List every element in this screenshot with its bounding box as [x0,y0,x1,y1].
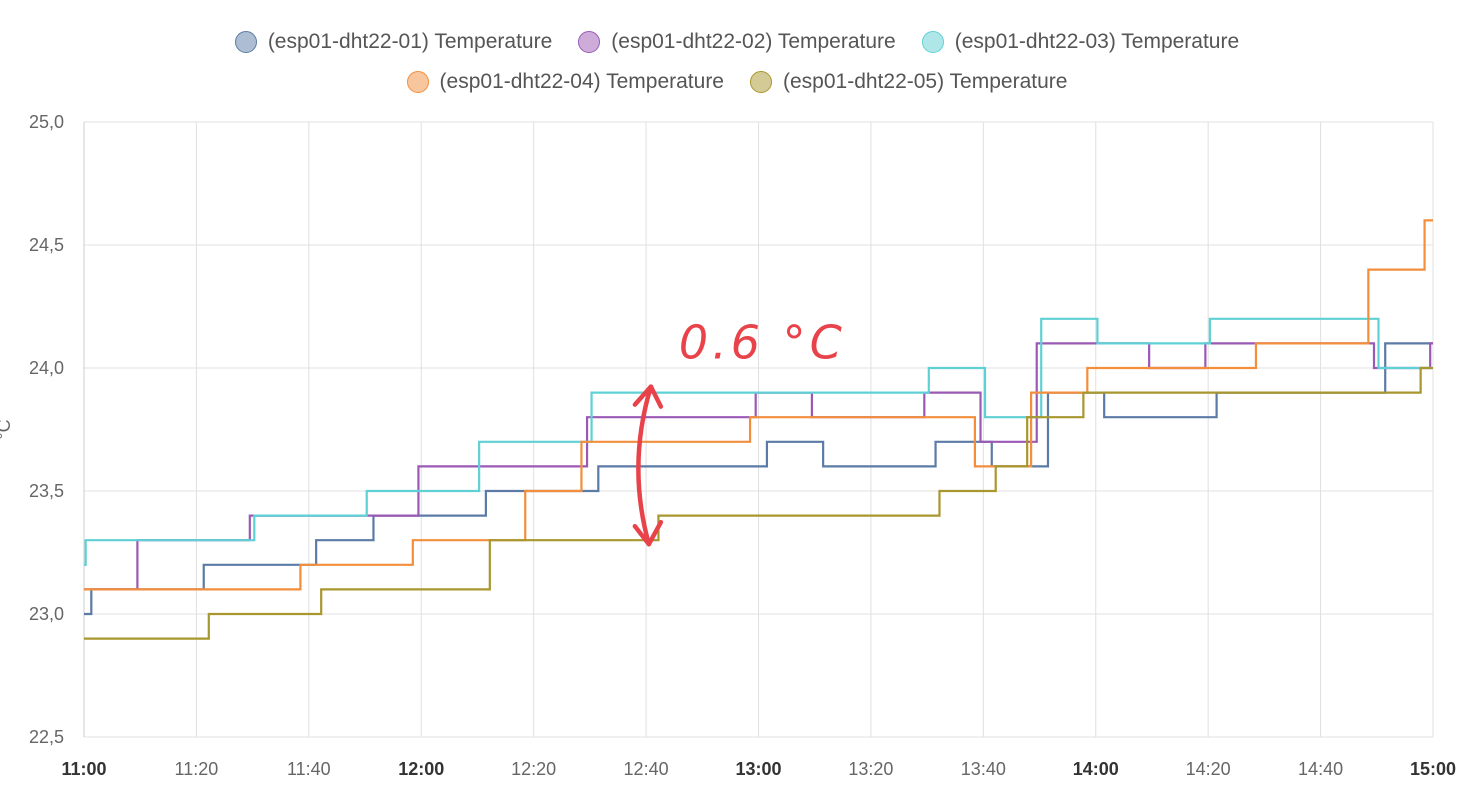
legend-row-2: (esp01-dht22-04) Temperature (esp01-dht2… [0,62,1474,102]
series-line-03 [84,317,1433,566]
y-tick-label: 23,5 [29,481,64,501]
x-tick-label: 13:00 [735,759,781,779]
x-tick-label: 14:20 [1186,759,1231,779]
annotation-arrowhead-up [632,384,664,409]
x-tick-label: 12:00 [398,759,444,779]
x-tick-label: 11:20 [175,759,219,779]
legend-item-03[interactable]: (esp01-dht22-03) Temperature [921,30,1240,54]
legend-swatch-02 [578,31,601,53]
y-tick-label: 24,5 [29,235,64,255]
legend-swatch-05 [750,71,772,93]
x-tick-label: 15:00 [1410,759,1456,779]
x-tick-label: 12:20 [511,759,556,779]
x-tick-label: 12:40 [624,759,669,779]
x-tick-label: 13:40 [961,759,1006,779]
y-tick-label: 22,5 [29,727,64,747]
x-tick-label: 13:20 [848,759,893,779]
legend-label-03: (esp01-dht22-03) Temperature [954,30,1240,53]
legend-swatch-04 [406,71,429,93]
x-tick-label: 14:00 [1073,759,1119,779]
legend-label-05: (esp01-dht22-05) Temperature [783,70,1068,93]
y-tick-label: 25,0 [29,112,64,132]
y-tick-label: 23,0 [29,604,64,624]
legend-swatch-01 [234,31,257,53]
legend-swatch-03 [921,31,944,53]
annotation-arrow-shaft [636,384,654,547]
x-tick-label: 11:40 [287,759,331,779]
legend-label-04: (esp01-dht22-04) Temperature [439,70,724,93]
legend-item-01[interactable]: (esp01-dht22-01) Temperature [234,30,553,54]
x-tick-label: 14:40 [1298,759,1343,779]
legend-item-02[interactable]: (esp01-dht22-02) Temperature [578,30,896,54]
x-tick-label: 11:00 [61,759,106,779]
legend-label-02: (esp01-dht22-02) Temperature [611,30,896,53]
annotation-arrowhead-down [632,519,664,547]
y-tick-label: 24,0 [29,358,64,378]
annotation-text: 0.6 °C [679,316,846,370]
legend-label-01: (esp01-dht22-01) Temperature [267,30,553,53]
series-line-04 [84,219,1433,591]
legend-item-05[interactable]: (esp01-dht22-05) Temperature [750,70,1067,94]
legend-row-1: (esp01-dht22-01) Temperature (esp01-dht2… [0,22,1474,62]
y-axis-label: °C [0,419,14,439]
legend-item-04[interactable]: (esp01-dht22-04) Temperature [406,70,724,94]
chart-legend: (esp01-dht22-01) Temperature (esp01-dht2… [0,22,1474,102]
series-line-01 [84,342,1433,616]
series-line-05 [84,366,1433,640]
